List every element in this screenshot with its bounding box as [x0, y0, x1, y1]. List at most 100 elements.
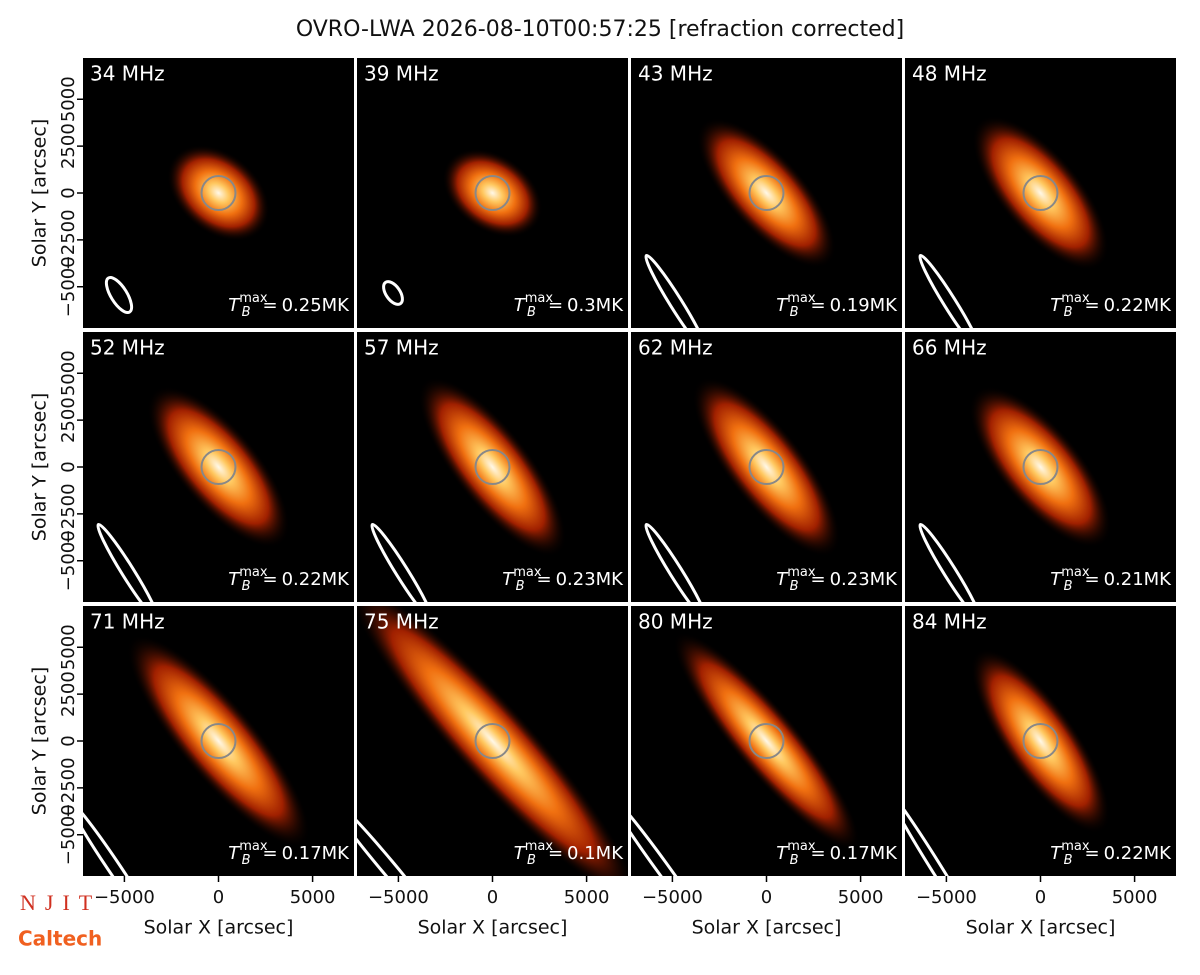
- beam: [382, 280, 404, 306]
- tb-eq: =: [1084, 843, 1099, 864]
- x-tick-label: 0: [761, 887, 772, 908]
- beam: [918, 253, 982, 328]
- y-axis-label: Solar Y [arcsec]: [29, 393, 51, 541]
- solar-disk: [748, 449, 785, 485]
- tb-value: 0.19MK: [830, 295, 899, 316]
- tb-sub: B: [527, 853, 536, 868]
- y-tick-label: 5000: [58, 624, 79, 670]
- tb-value: 0.3MK: [567, 295, 624, 316]
- panel: [631, 332, 902, 602]
- beam: [905, 788, 985, 876]
- figure-title: OVRO-LWA 2026-08-10T00:57:25 [refraction…: [296, 17, 904, 42]
- panel: [631, 58, 902, 328]
- x-tick-label: 0: [487, 887, 498, 908]
- tb-sub: B: [1064, 579, 1073, 594]
- frequency-label: 43 MHz: [638, 62, 713, 86]
- tb-sup: max: [787, 291, 816, 306]
- x-axis-label: Solar X [arcsec]: [144, 917, 294, 939]
- tb-value: 0.22MK: [282, 569, 351, 590]
- panel: [357, 332, 628, 602]
- logo-njit: NJIT: [20, 890, 101, 915]
- beam: [357, 791, 450, 876]
- tb-symbol: T: [514, 295, 527, 316]
- tb-eq: =: [810, 843, 825, 864]
- tb-symbol: T: [228, 843, 241, 864]
- tb-sub: B: [516, 579, 525, 594]
- tb-value: 0.1MK: [567, 843, 624, 864]
- frequency-label: 84 MHz: [912, 610, 987, 634]
- x-tick-label: −5000: [642, 887, 703, 908]
- tb-symbol: T: [514, 843, 527, 864]
- tb-eq: =: [1084, 295, 1099, 316]
- beam: [644, 253, 708, 328]
- tb-eq: =: [536, 569, 551, 590]
- tb-sub: B: [790, 853, 799, 868]
- tb-sub: B: [242, 853, 251, 868]
- emission: [696, 117, 837, 269]
- x-tick-label: −5000: [916, 887, 977, 908]
- tb-sup: max: [1061, 291, 1090, 306]
- emission: [970, 648, 1111, 834]
- solar-disk: [200, 449, 237, 485]
- emission: [126, 634, 311, 848]
- beam: [104, 276, 134, 314]
- x-axis-label: Solar X [arcsec]: [692, 917, 842, 939]
- tb-symbol: T: [776, 843, 789, 864]
- x-tick-label: 5000: [564, 887, 610, 908]
- tb-sup: max: [239, 291, 268, 306]
- tb-sub: B: [1064, 853, 1073, 868]
- tb-max-label: Tmax B = 0.22MK: [1050, 839, 1172, 868]
- frequency-label: 57 MHz: [364, 336, 439, 360]
- tb-sup: max: [1061, 839, 1090, 854]
- tb-value: 0.22MK: [1104, 843, 1173, 864]
- frequency-label: 34 MHz: [90, 62, 165, 86]
- solar-disk: [474, 449, 511, 485]
- tb-sub: B: [1064, 305, 1073, 320]
- x-tick-label: 5000: [838, 887, 884, 908]
- solar-disk: [1022, 723, 1059, 759]
- tb-max-label: Tmax B = 0.17MK: [776, 839, 898, 868]
- y-tick-label: 2500: [58, 397, 79, 443]
- y-tick-label: 2500: [58, 671, 79, 717]
- y-tick-label: 0: [58, 187, 79, 198]
- emission: [972, 115, 1109, 271]
- logo-caltech: Caltech: [18, 927, 102, 951]
- tb-value: 0.21MK: [1104, 569, 1173, 590]
- tb-max-label: Tmax B = 0.19MK: [776, 291, 898, 320]
- x-tick-label: 5000: [290, 887, 336, 908]
- frequency-label: 39 MHz: [364, 62, 439, 86]
- y-tick-label: −2500: [58, 483, 79, 544]
- frequency-label: 71 MHz: [90, 610, 165, 634]
- tb-symbol: T: [502, 569, 515, 590]
- tb-symbol: T: [1050, 843, 1063, 864]
- tb-eq: =: [262, 295, 277, 316]
- frequency-label: 75 MHz: [364, 610, 439, 634]
- y-axis-label: Solar Y [arcsec]: [29, 667, 51, 815]
- tb-eq: =: [1084, 569, 1099, 590]
- beam: [644, 522, 708, 602]
- solar-disk: [748, 723, 785, 759]
- tb-value: 0.23MK: [830, 569, 899, 590]
- solar-disk: [200, 723, 237, 759]
- panel: [631, 606, 902, 876]
- tb-symbol: T: [1050, 295, 1063, 316]
- tb-eq: =: [262, 569, 277, 590]
- tb-sup: max: [239, 839, 268, 854]
- tb-sub: B: [790, 579, 799, 594]
- solar-disk: [200, 175, 237, 211]
- beam: [918, 522, 982, 602]
- solar-disk: [474, 175, 511, 211]
- tb-value: 0.22MK: [1104, 295, 1173, 316]
- tb-max-label: Tmax B = 0.17MK: [228, 839, 350, 868]
- tb-max-label: Tmax B = 0.23MK: [776, 565, 898, 594]
- panel: [905, 606, 1176, 876]
- tb-sup: max: [513, 565, 542, 580]
- tb-value: 0.25MK: [282, 295, 351, 316]
- panel: [357, 58, 628, 328]
- panel: [83, 606, 354, 876]
- tb-max-label: Tmax B = 0.25MK: [228, 291, 350, 320]
- panel: [357, 606, 628, 876]
- tb-eq: =: [810, 569, 825, 590]
- tb-symbol: T: [228, 295, 241, 316]
